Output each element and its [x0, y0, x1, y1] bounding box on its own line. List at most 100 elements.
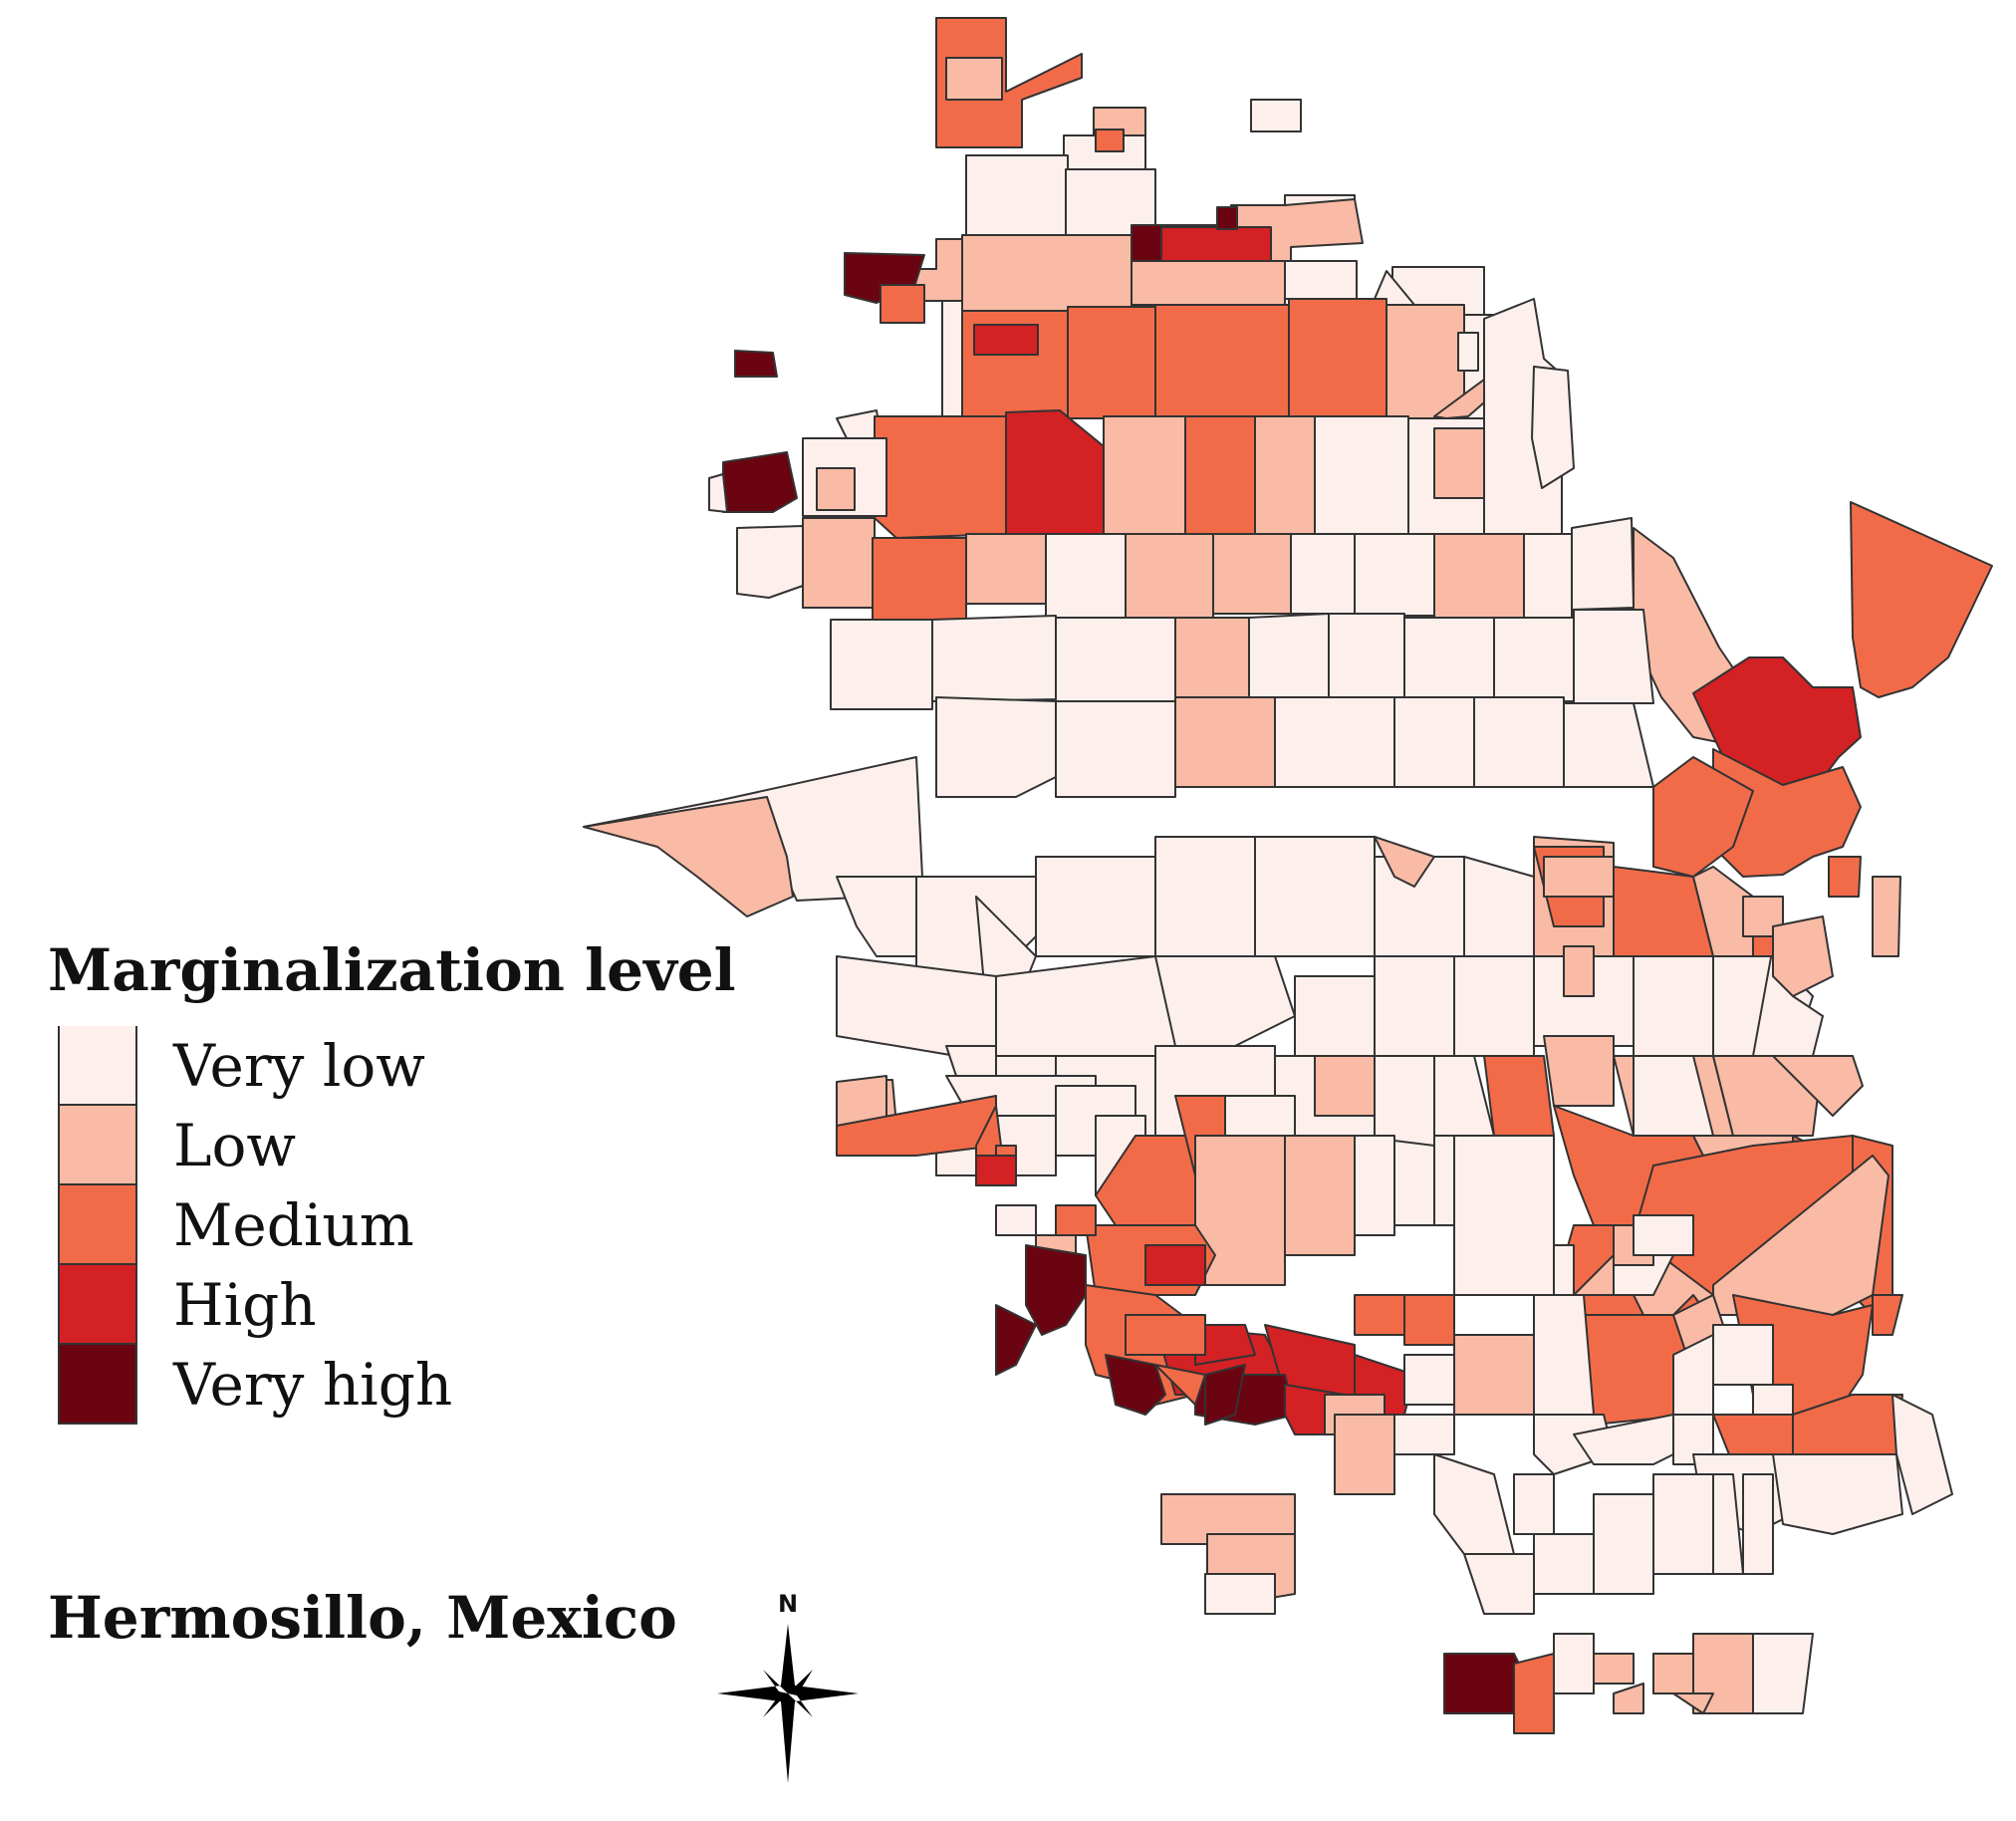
map-region: [1250, 99, 1302, 132]
map-region: [1543, 856, 1615, 898]
map-region: [1652, 1473, 1714, 1575]
map-region: [583, 796, 794, 917]
map-region: [1573, 609, 1654, 704]
map-region: [1204, 1573, 1276, 1615]
map-region: [1752, 1633, 1814, 1714]
map-region: [973, 324, 1039, 356]
map-region: [1386, 304, 1465, 419]
map-region: [708, 473, 728, 513]
map-region: [1828, 856, 1862, 898]
map-region: [1403, 617, 1495, 698]
map-region: [1433, 533, 1525, 619]
map-legend: Marginalization level Very low Low Mediu…: [48, 936, 736, 1425]
compass-star-icon: [717, 1624, 859, 1783]
map-region: [1055, 1204, 1097, 1236]
map-region: [1254, 415, 1316, 535]
legend-item-low: Low: [48, 1106, 736, 1185]
map-region: [1457, 332, 1479, 372]
map-region: [1652, 756, 1754, 878]
map-region: [1742, 1473, 1774, 1575]
map-region: [1571, 517, 1635, 611]
map-region: [965, 154, 1069, 240]
north-arrow: N: [717, 1590, 859, 1783]
map-region: [1067, 306, 1156, 419]
map-region: [1314, 415, 1409, 535]
map-region: [836, 876, 917, 957]
map-region: [1125, 1314, 1206, 1356]
map-region: [935, 696, 1057, 798]
map-region: [1105, 1354, 1166, 1416]
map-region: [1453, 1135, 1555, 1296]
map-region: [1772, 1453, 1903, 1535]
legend-item-very-low: Very low: [48, 1026, 736, 1106]
map-region: [1633, 955, 1714, 1057]
map-region: [1872, 876, 1901, 957]
map-region: [1374, 955, 1455, 1057]
map-regions: [583, 17, 1993, 1734]
map-region: [1254, 836, 1376, 957]
map-region: [1290, 533, 1356, 615]
north-label: N: [778, 1590, 798, 1618]
map-region: [1025, 1244, 1087, 1336]
map-region: [1095, 129, 1125, 152]
map-region: [1543, 1035, 1615, 1107]
map-region: [1453, 1334, 1535, 1416]
place-name: Hermosillo, Mexico: [48, 1584, 677, 1652]
map-region: [995, 1204, 1037, 1236]
legend-swatch-low: [58, 1106, 137, 1185]
map-region: [1872, 1294, 1903, 1336]
map-region: [1294, 975, 1376, 1057]
map-region: [1493, 617, 1575, 702]
map-region: [1850, 501, 1993, 698]
legend-label-medium: Medium: [173, 1191, 414, 1259]
map-region: [1523, 533, 1573, 619]
map-region: [935, 17, 1083, 148]
map-region: [1103, 415, 1186, 535]
map-region: [1354, 1294, 1405, 1336]
map-region: [1174, 617, 1250, 698]
legend-swatch-medium: [58, 1185, 137, 1265]
legend-swatch-very-high: [58, 1345, 137, 1425]
map-region: [1204, 1364, 1246, 1426]
legend-label-very-low: Very low: [173, 1032, 425, 1100]
map-region: [1563, 702, 1654, 788]
map-region: [1328, 613, 1405, 698]
map-region: [1374, 1055, 1435, 1147]
map-region: [1613, 1683, 1644, 1714]
map-region: [965, 533, 1047, 605]
map-region: [722, 451, 798, 513]
map-region: [872, 537, 967, 621]
map-region: [1531, 366, 1575, 489]
map-region: [1672, 1692, 1714, 1714]
map-region: [1288, 298, 1387, 419]
map-region: [1212, 533, 1292, 615]
map-region: [1463, 856, 1535, 957]
map-region: [1393, 1414, 1455, 1455]
map-region: [995, 1304, 1037, 1376]
map-region: [1513, 1473, 1555, 1535]
legend-label-very-high: Very high: [173, 1351, 453, 1419]
map-region: [1403, 1294, 1455, 1346]
map-region: [836, 1095, 997, 1157]
map-region: [1513, 1653, 1555, 1734]
map-region: [1633, 1214, 1694, 1256]
legend-label-low: Low: [173, 1112, 297, 1179]
map-region: [1712, 1324, 1774, 1386]
map-region: [1314, 1055, 1376, 1117]
map-region: [1284, 1135, 1356, 1256]
map-region: [1393, 696, 1475, 788]
map-region: [1154, 836, 1256, 957]
map-region: [1184, 415, 1256, 535]
map-region: [736, 525, 804, 599]
legend-label-high: High: [173, 1271, 317, 1339]
map-region: [1131, 260, 1286, 306]
map-region: [1174, 696, 1276, 788]
map-region: [1216, 206, 1238, 230]
map-region: [802, 517, 876, 609]
map-region: [1154, 304, 1290, 419]
map-region: [1282, 260, 1358, 300]
map-region: [1144, 1244, 1206, 1286]
map-region: [1224, 1095, 1296, 1137]
map-region: [975, 1155, 1017, 1186]
